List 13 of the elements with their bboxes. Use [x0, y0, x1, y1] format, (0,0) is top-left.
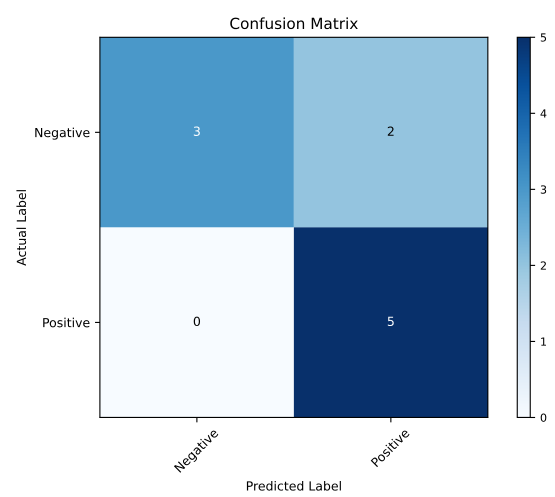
data-label: 2	[388, 126, 394, 136]
color-bar-label: 1	[541, 338, 546, 346]
color-bar-label: 5	[540, 33, 546, 42]
color-bar-label: 2	[540, 261, 546, 270]
data-label: 5	[388, 316, 394, 326]
chart-title: Confusion Matrix	[230, 17, 358, 30]
y-axis-title: Actual Label	[16, 190, 26, 266]
x-axis-title: Predicted Label	[246, 480, 341, 491]
color-bar-label: 4	[540, 109, 546, 118]
data-label: 3	[194, 126, 200, 136]
data-label: 0	[194, 316, 200, 326]
color-bar-label: 0	[540, 413, 546, 422]
color-bar-label: 3	[540, 185, 546, 194]
